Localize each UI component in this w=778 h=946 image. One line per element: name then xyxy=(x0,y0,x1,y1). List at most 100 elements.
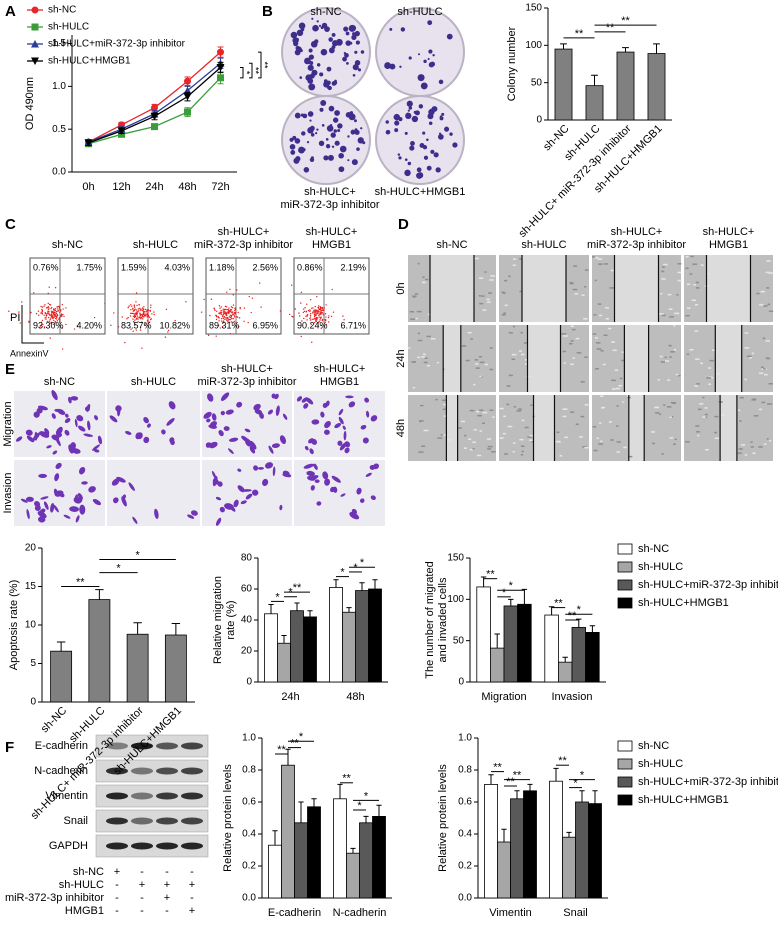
cell-texture xyxy=(421,356,426,358)
cell-blob xyxy=(218,429,224,437)
cell-texture xyxy=(708,383,712,385)
wound-gap xyxy=(522,255,566,322)
event-dot xyxy=(44,304,46,306)
cell-blob xyxy=(365,410,370,418)
event-dot xyxy=(313,317,316,320)
cell-blob xyxy=(20,498,28,503)
cell-blob xyxy=(324,421,331,429)
event-dot xyxy=(303,310,306,313)
event-dot xyxy=(48,320,50,323)
cell-texture xyxy=(504,279,508,282)
colony-dot xyxy=(435,167,441,173)
y-tick-label: 0 xyxy=(536,115,542,126)
colony-dot xyxy=(326,66,332,72)
cell-texture xyxy=(751,399,756,401)
significance-label: ** xyxy=(277,744,286,756)
event-dot xyxy=(35,312,38,315)
event-dot xyxy=(130,304,132,306)
cell-texture xyxy=(706,272,710,275)
cell-blob xyxy=(303,463,315,469)
cell-blob xyxy=(68,396,72,404)
cell-blob xyxy=(272,466,276,477)
event-dot xyxy=(258,282,261,284)
cell-texture xyxy=(704,413,708,416)
cell-texture xyxy=(499,407,504,410)
group-label: sh-HULC+ xyxy=(221,363,273,375)
cell-texture xyxy=(414,293,419,295)
event-dot xyxy=(225,316,227,319)
event-dot xyxy=(143,306,145,308)
event-dot xyxy=(142,318,144,320)
significance-label: * xyxy=(577,604,582,616)
cell-texture xyxy=(686,307,691,309)
error-bar xyxy=(591,74,598,86)
event-dot xyxy=(113,312,115,314)
cell-blob xyxy=(365,472,372,477)
cell-blob xyxy=(364,397,370,403)
significance-label: ** xyxy=(290,738,299,750)
cell-blob xyxy=(215,517,222,526)
cell-blob xyxy=(236,401,243,408)
cell-texture xyxy=(675,373,679,376)
event-dot xyxy=(248,295,250,298)
colony-dot xyxy=(422,145,428,150)
colony-dot xyxy=(318,140,325,147)
significance-label: ** xyxy=(342,773,351,785)
colony-dot xyxy=(310,132,315,137)
y-tick-label: 0.2 xyxy=(242,861,256,872)
cell-texture xyxy=(426,364,430,367)
event-dot xyxy=(312,307,314,309)
cell-texture xyxy=(575,423,579,425)
cell-blob xyxy=(233,499,239,508)
event-dot xyxy=(224,311,226,313)
y-tick-label: 60 xyxy=(241,584,253,595)
error-bar xyxy=(333,579,339,588)
event-dot xyxy=(41,306,44,308)
blot-band xyxy=(106,767,128,775)
cell-texture xyxy=(714,437,719,440)
bar xyxy=(616,51,635,121)
panel-letter: C xyxy=(5,216,16,233)
cell-texture xyxy=(677,271,681,274)
event-dot xyxy=(134,312,137,314)
condition-label: miR-372-3p inhibitor xyxy=(5,892,104,904)
cell-texture xyxy=(524,426,529,429)
quadrant-label: 4.20% xyxy=(76,320,102,330)
event-dot xyxy=(318,307,320,310)
cell-texture xyxy=(475,367,480,369)
event-dot xyxy=(145,311,148,313)
cell-texture xyxy=(424,278,429,281)
colony-dot xyxy=(418,104,424,109)
event-dot xyxy=(232,313,235,315)
cell-texture xyxy=(531,441,534,443)
cell-texture xyxy=(511,353,517,356)
cell-texture xyxy=(562,415,567,418)
cell-texture xyxy=(508,275,511,278)
event-dot xyxy=(28,321,30,323)
bar xyxy=(575,801,589,899)
cell-texture xyxy=(413,361,417,363)
cell-texture xyxy=(475,363,479,365)
cell-texture xyxy=(562,350,567,353)
cell-blob xyxy=(55,462,62,469)
cell-texture xyxy=(504,453,509,455)
cell-texture xyxy=(472,447,475,450)
cell-texture xyxy=(598,263,603,265)
event-dot xyxy=(310,323,312,326)
group-label: sh-NC xyxy=(52,239,83,251)
marker xyxy=(150,112,159,121)
colony-dot xyxy=(310,40,318,48)
condition-sign: - xyxy=(140,866,144,878)
colony-dot xyxy=(318,24,322,27)
transwell-image xyxy=(107,391,200,457)
colony-dot xyxy=(438,79,444,85)
cell-texture xyxy=(694,330,699,332)
x-tick-label: 48h xyxy=(178,181,196,193)
cell-blob xyxy=(161,429,166,435)
cell-texture xyxy=(626,395,630,397)
colony-dot xyxy=(334,140,340,146)
error-bar xyxy=(576,618,582,628)
cell-blob xyxy=(168,401,176,410)
cell-blob xyxy=(187,514,195,519)
event-dot xyxy=(243,307,246,309)
